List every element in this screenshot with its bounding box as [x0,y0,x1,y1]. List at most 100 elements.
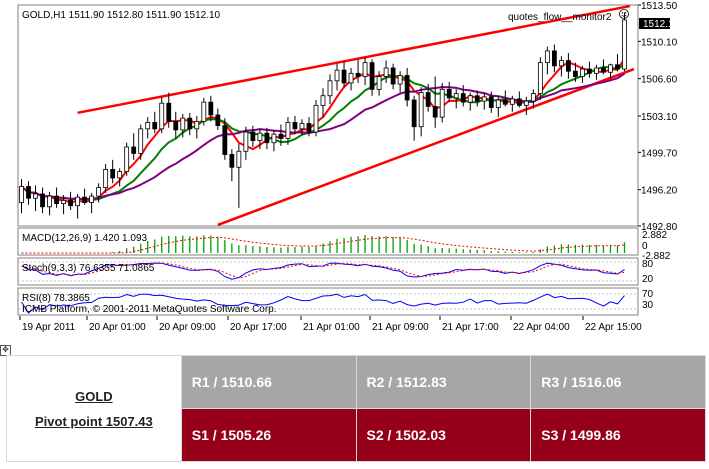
candle-body [566,60,571,72]
chart-canvas[interactable]: GOLD,H1 1511.90 1512.80 1511.90 1512.10 … [0,0,709,340]
candle-body [152,122,158,130]
candle-body [285,122,291,139]
rsi-label: RSI(8) 78.3865 [22,293,90,304]
rsi-line [21,293,625,314]
candle-body [313,104,319,133]
candle-body [411,99,417,128]
candle-body [54,195,59,204]
rsi-axis-70: 70 [642,289,654,300]
price-axis: 1513.50 1510.10 1506.60 1503.10 1499.70 1496.… [638,1,678,233]
candle-body [397,75,403,85]
candle-body [271,133,277,144]
candle-body [537,62,543,95]
candle-body [173,120,179,131]
candle-body [96,187,102,197]
candle-body [573,70,578,77]
candle-body [509,98,515,105]
candle-body [180,117,186,131]
candle-body [453,93,459,99]
candle-body [33,193,38,199]
chart-window[interactable]: GOLD,H1 1511.90 1512.80 1511.90 1512.10 … [0,0,709,340]
candle-body [404,75,410,101]
candle-body [334,69,340,82]
macd-axis-bottom: -2.882 [642,251,671,262]
candle-body [187,117,193,130]
candle-body [292,122,298,130]
candle-body [446,88,452,99]
candle-body [257,132,263,141]
candle-body [201,101,207,122]
current-price-marker [639,18,670,29]
candle-body [580,68,585,77]
candle-body [131,146,137,154]
candle-body [117,171,123,179]
s3-cell: S3 / 1499.86 [530,408,706,462]
candle-body [390,67,396,85]
r3-cell: R3 / 1516.06 [530,355,706,409]
candle-body [516,98,522,106]
channel-trendlines[interactable] [77,4,635,227]
candle-body [502,99,508,105]
candle-body [488,96,494,108]
price-tick-label: 1506.60 [641,75,678,86]
candle-body [327,80,333,97]
pivot-point-label: Pivot point 1507.43 [34,413,153,429]
candle-body [474,95,480,102]
time-axis: 19 Apr 2011 20 Apr 01:00 20 Apr 09:00 20 Ap… [19,316,642,333]
candle-body [47,195,52,208]
upper-trendline [77,4,631,115]
candle-body [19,186,24,203]
candle-body [425,92,431,107]
candle-body [215,114,221,127]
time-tick-label: 20 Apr 17:00 [230,322,287,333]
stoch-axis-20: 20 [642,274,654,285]
candle-body [159,102,165,130]
candle-body [369,62,375,90]
candle-body [40,193,45,208]
price-tick-label: 1492.80 [641,222,678,233]
candle-body [103,169,109,188]
s1-cell: S1 / 1505.26 [180,408,357,462]
candle-body [145,122,151,130]
time-tick-label: 21 Apr 17:00 [442,322,499,333]
candle-body [82,196,88,203]
candle-body [355,72,361,77]
candle-body [124,146,130,172]
time-tick-label: 19 Apr 2011 [22,322,76,333]
candle-body [194,120,200,130]
time-tick-label: 21 Apr 09:00 [372,322,429,333]
price-tick-label: 1499.70 [641,148,678,159]
macd-panel [17,227,639,256]
candle-body [523,100,529,106]
candle-body [89,195,95,203]
candle-body [608,64,613,73]
macd-signal-line [21,236,625,254]
candle-body [299,123,305,130]
expert-advisor-label: quotes_flow__monitor2 [508,12,612,23]
time-tick-label: 22 Apr 04:00 [513,322,570,333]
candle-body [250,131,256,141]
pivot-table: GOLD Pivot point 1507.43 R1 / 1510.66 R2… [6,355,706,462]
candle-body [530,93,536,102]
price-tick-label: 1503.10 [641,112,678,123]
current-price-label: 1512.10 [643,19,680,30]
smiley-icon [619,9,629,19]
candle-body [432,106,438,118]
candle-body [558,60,564,67]
candle-body [601,67,606,73]
candle-body [418,92,424,128]
price-tick-label: 1496.20 [641,186,678,197]
price-panel [17,4,639,227]
candle-body [587,68,592,74]
candle-body [75,196,80,207]
candle-body [110,169,116,179]
support-row: S1 / 1505.26 S2 / 1502.03 S3 / 1499.86 [7,408,706,462]
rsi-panel [17,287,639,316]
symbol-label: GOLD [75,388,113,404]
r2-cell: R2 / 1512.83 [355,355,532,409]
candle-body [622,19,627,70]
move-icon[interactable]: ✥ [0,345,11,356]
candlesticks [19,12,627,219]
s2-cell: S2 / 1502.03 [355,408,532,462]
candle-body [236,150,242,168]
